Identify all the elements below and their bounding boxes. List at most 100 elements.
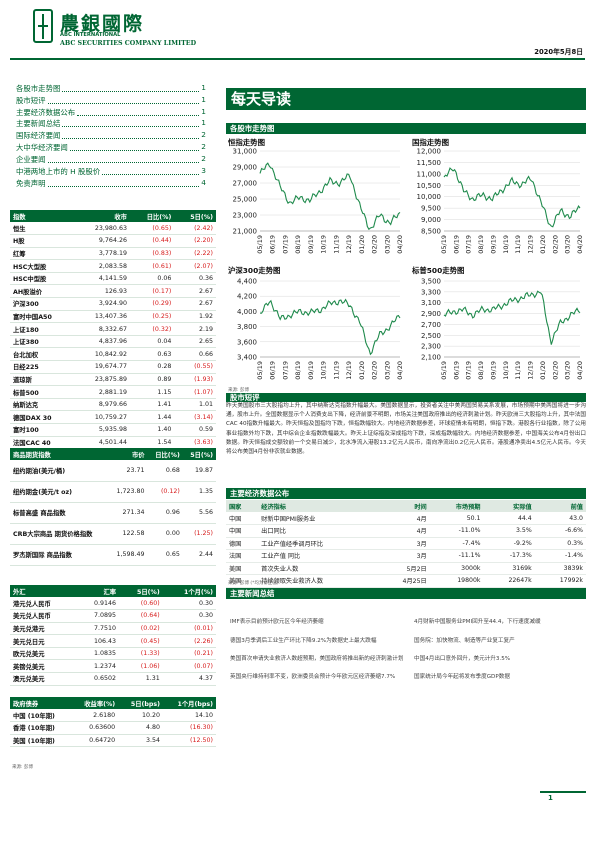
table-row: 美国 (10年期) 0.64720 3.54 (12.50) <box>10 734 216 748</box>
table-header: 市价 <box>108 448 148 460</box>
table-cell: 23,980.63 <box>74 222 130 236</box>
table-cell: 50.1 <box>429 512 484 525</box>
table-cell: 1.31 <box>119 672 163 686</box>
y-tick-label: 4,400 <box>237 278 257 286</box>
table-cell: 5.56 <box>182 502 216 524</box>
table-cell: -9.2% <box>483 537 535 550</box>
table-row: 澳元兑美元 0.6502 1.31 4.37 <box>10 672 216 686</box>
table-header: 1个月(bps) <box>163 697 216 709</box>
table-cell: 中国 (10年期) <box>10 709 72 723</box>
x-tick-label: 03/20 <box>564 361 572 380</box>
news-item[interactable]: 中国4月出口意外回升，美元计升3.5% <box>414 656 511 662</box>
table-cell: 恒生 <box>10 222 75 236</box>
table-row: HSC中型股 4,141.59 0.06 0.36 <box>10 272 216 286</box>
table-cell: 106.43 <box>76 634 120 648</box>
x-tick-label: 01/20 <box>358 361 366 380</box>
company-name-cn: 農銀國際 <box>60 13 145 35</box>
table-row: 中国 财新中国PMI服务业 4月 50.1 44.4 43.0 <box>226 512 586 525</box>
table-cell: 17992k <box>534 574 586 588</box>
table-cell: 上证180 <box>10 322 75 336</box>
table-cell: 3.5% <box>483 524 535 538</box>
table-cell: 0.00 <box>147 523 183 545</box>
table-cell: 1.44 <box>129 410 175 424</box>
y-tick-label: 2,100 <box>421 354 441 362</box>
news-item[interactable]: 英国央行维持利率不变，欧洲委员会预计今年欧元区经济萎缩7.7% <box>230 674 396 680</box>
table-row: 沪深300 3,924.90 (0.29) 2.67 <box>10 297 216 311</box>
toc-item[interactable]: 大中华经济要闻 2 <box>16 142 206 152</box>
table-cell: 7.7510 <box>76 622 120 636</box>
toc-item[interactable]: 主要新闻总结 1 <box>16 118 206 128</box>
table-cell: 0.89 <box>129 373 175 387</box>
table-cell: 4.80 <box>118 721 164 735</box>
x-tick-label: 04/20 <box>576 235 584 254</box>
news-item[interactable]: 国家统计局今年起将发布季度GDP数据 <box>414 674 510 680</box>
table-cell: 23,875.89 <box>74 373 130 387</box>
y-tick-label: 4,000 <box>237 308 257 316</box>
table-cell: 3,778.19 <box>74 247 130 261</box>
table-cell: 7.0895 <box>76 609 120 623</box>
table-cell: 14.10 <box>163 709 216 723</box>
table-cell: (0.21) <box>162 647 216 661</box>
table-cell: (0.25) <box>129 310 175 324</box>
x-tick-label: 11/19 <box>332 361 340 380</box>
table-row: 上证180 8,332.67 (0.32) 2.19 <box>10 322 216 336</box>
table-cell: 财新中国PMI服务业 <box>258 512 377 525</box>
table-cell: AH股溢价 <box>10 284 75 299</box>
news-item[interactable]: 美国首次申请失业救济人数超预期，美国政府将推出新的经济刺激计划 <box>230 656 404 662</box>
table-row: H股 9,764.26 (0.44) (2.20) <box>10 234 216 248</box>
table-row: 英镑兑美元 1.2374 (1.06) (0.07) <box>10 659 216 674</box>
x-tick-label: 08/19 <box>477 361 485 380</box>
table-row: 香港 (10年期) 0.63600 4.80 (16.30) <box>10 721 216 735</box>
table-cell: HSC大型股 <box>10 259 75 273</box>
table-cell: 首次失业人数 <box>258 562 377 575</box>
table-cell: 1.54 <box>129 436 175 450</box>
table-cell: 1.2374 <box>76 659 120 674</box>
table-cell: 44.4 <box>483 512 535 525</box>
table-cell: 2.44 <box>182 544 216 566</box>
table-cell: 美元兑日元 <box>10 634 77 648</box>
table-row: 标普500 2,881.19 1.15 (1.07) <box>10 385 216 399</box>
table-cell: (2.22) <box>174 247 216 261</box>
toc-item[interactable]: 企业要闻 2 <box>16 154 206 164</box>
news-item[interactable]: 国务院：加快物流、制造等产业复工复产 <box>414 638 515 644</box>
table-header: 经济指标 <box>258 500 377 512</box>
toc-item[interactable]: 中港两地上市的 H 股股价 3 <box>16 166 206 176</box>
toc-item[interactable]: 各股市走势图 1 <box>16 83 206 93</box>
toc-item[interactable]: 股市短评 1 <box>16 95 206 105</box>
news-item[interactable]: IMF表示目前预计欧元区今年经济萎缩 <box>230 619 324 625</box>
table-header: 5日(bps) <box>118 697 164 709</box>
news-item[interactable]: 4月财新中国服务业PMI回升至44.4，下行速度减缓 <box>414 619 541 625</box>
table-row: 日经225 19,674.77 0.28 (0.55) <box>10 360 216 374</box>
table-header: 政府债券 <box>10 697 72 709</box>
y-tick-label: 25,000 <box>233 196 258 204</box>
x-tick-label: 09/19 <box>307 235 315 254</box>
table-cell: (2.42) <box>174 222 216 236</box>
table-row: 美国 持续领取失业救济人数 4月25日 19800k 22647k 17992k <box>226 574 586 588</box>
y-tick-label: 3,500 <box>421 278 441 286</box>
y-tick-label: 31,000 <box>233 148 258 156</box>
y-tick-label: 3,800 <box>237 323 257 331</box>
toc-item[interactable]: 国际经济要闻 2 <box>16 130 206 140</box>
toc-item[interactable]: 免责声明 4 <box>16 178 206 188</box>
x-tick-label: 06/19 <box>269 361 277 380</box>
table-cell: 美国 (10年期) <box>10 734 72 748</box>
table-row: 恒生 23,980.63 (0.65) (2.42) <box>10 222 216 236</box>
x-tick-label: 01/20 <box>358 235 366 254</box>
news-item[interactable]: 德国3月季调后工业生产环比下降9.2%为数据史上最大跌幅 <box>230 638 377 644</box>
table-cell: 美国 <box>226 562 259 575</box>
table-cell: 3,924.90 <box>74 297 130 311</box>
toc-item[interactable]: 主要经济数据公布 1 <box>16 107 206 117</box>
table-cell: (0.32) <box>129 322 175 336</box>
table-header: 市场预期 <box>429 500 484 512</box>
table-cell: 美元兑人民币 <box>10 609 77 623</box>
table-cell: (0.44) <box>129 234 175 248</box>
table-row: 富时100 5,935.98 1.40 0.59 <box>10 423 216 437</box>
econ-source: 来源: 彭博 (*均为修正值) <box>228 581 279 586</box>
table-cell: (3.63) <box>174 436 216 450</box>
econ-table: 国家 经济指标 时间 市场预期 实际值 前值 中国 财新中国PMI服务业 4月 50.1 44.4 4… <box>226 500 586 588</box>
table-row: 德国DAX 30 10,759.27 1.44 (3.14) <box>10 410 216 424</box>
x-tick-label: 08/19 <box>294 235 302 254</box>
table-cell: 10,842.92 <box>74 347 130 362</box>
table-row: 道琼斯 23,875.89 0.89 (1.93) <box>10 373 216 387</box>
